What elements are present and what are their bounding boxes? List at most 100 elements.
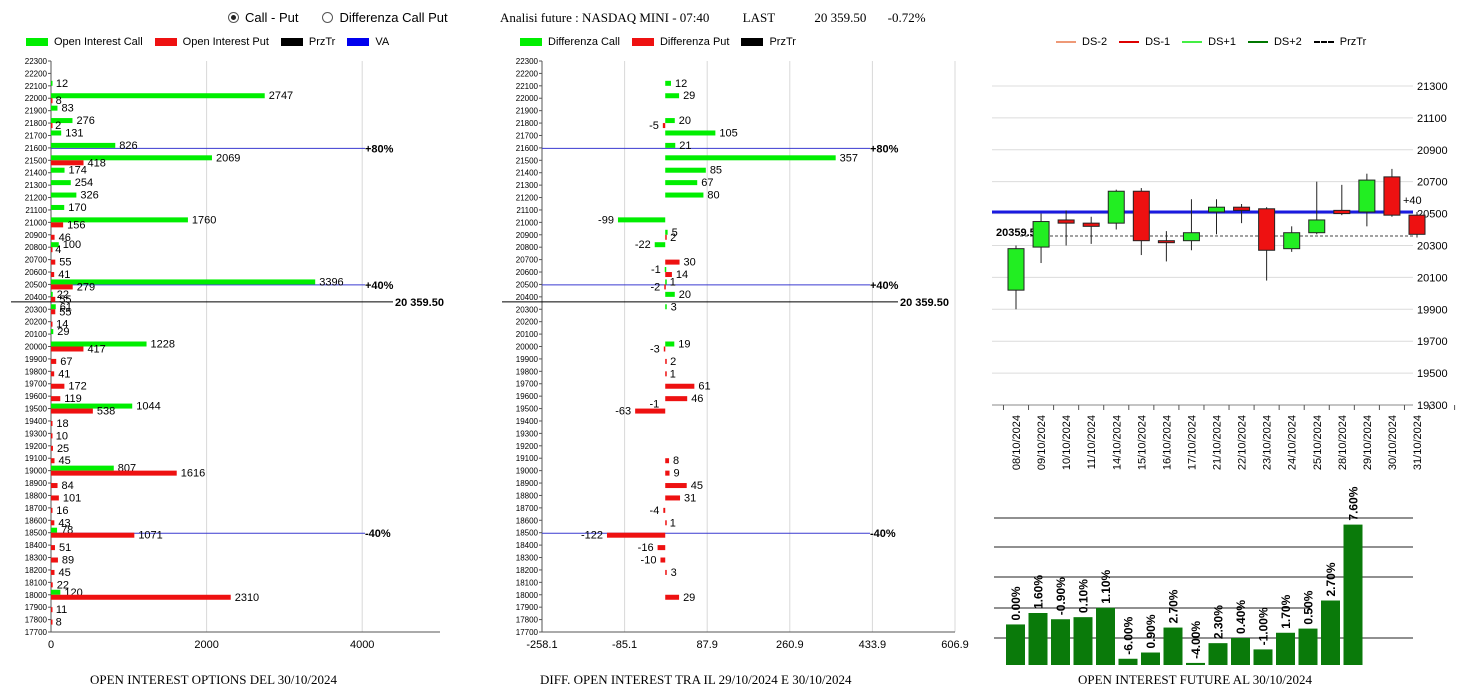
strike-label: 18300 (516, 554, 539, 563)
strike-label: 19600 (25, 392, 48, 401)
put-bar (51, 346, 84, 352)
call-bar (51, 80, 53, 86)
strike-label: 21600 (25, 144, 48, 153)
candle-body (1132, 190, 1150, 242)
strike-label: 19900 (516, 355, 539, 364)
legend-item: Differenza Call (520, 36, 620, 48)
strike-label: 21200 (516, 194, 539, 203)
candle-body (1032, 221, 1050, 248)
header-title: Analisi future : NASDAQ MINI - 07:40 (500, 10, 710, 25)
put-bar (51, 607, 53, 613)
call-bar-label: 5 (672, 227, 678, 239)
put-bar (51, 358, 57, 364)
x-tick-label: 433.9 (859, 639, 887, 651)
call-bar-label: 12 (56, 78, 68, 90)
put-bar (665, 371, 667, 377)
put-bar (665, 272, 672, 278)
strike-label: 18800 (25, 491, 48, 500)
legend-swatch (1247, 41, 1268, 43)
radio-call-put[interactable]: Call - Put (228, 10, 298, 25)
future-bar-label: -4.00% (1189, 621, 1203, 659)
legend-swatch (631, 38, 654, 46)
put-bar (51, 483, 58, 489)
put-bar (51, 619, 53, 625)
legend-swatch (26, 38, 48, 46)
put-bar (51, 383, 65, 389)
radio-diff-dot[interactable] (322, 12, 334, 23)
x-tick-label: 2000 (194, 639, 218, 651)
legend-swatch (280, 38, 303, 46)
radio-call-put-dot[interactable] (228, 12, 239, 23)
legend-item: PrzTr (741, 36, 796, 48)
put-bar-label: 8 (56, 617, 62, 629)
strike-label: 19500 (516, 405, 539, 414)
call-bar-label: -22 (635, 239, 651, 251)
put-bar (665, 234, 667, 240)
future-bar (1028, 613, 1048, 665)
strike-label: 19100 (25, 454, 48, 463)
put-bar-label: 11 (56, 604, 67, 616)
call-bar-label: 2747 (269, 90, 293, 102)
put-bar-label: 84 (62, 480, 74, 492)
put-bar (51, 445, 53, 451)
strike-label: 22100 (516, 82, 539, 91)
x-tick-label: 0 (48, 639, 54, 651)
put-bar-label: 31 (684, 492, 696, 504)
strike-label: 22200 (25, 69, 48, 78)
y-tick-label: 20900 (1417, 145, 1448, 157)
put-bar-label: 1 (670, 517, 676, 529)
candle-body (1007, 248, 1025, 291)
put-bar (51, 569, 55, 575)
strike-label: 21300 (25, 181, 48, 190)
radio-diff-call-put[interactable]: Differenza Call Put (322, 10, 448, 25)
call-bar (51, 180, 71, 186)
strike-label: 17800 (25, 616, 48, 625)
put-bar-label: 101 (63, 492, 81, 504)
call-bar (665, 142, 676, 148)
call-bar (51, 142, 116, 148)
strike-label: 17900 (25, 603, 48, 612)
put-bar (665, 358, 667, 364)
call-bar (665, 130, 716, 136)
x-tick-label: -85.1 (612, 639, 637, 651)
call-bar (51, 329, 54, 335)
level-label: +40% (870, 280, 899, 292)
put-bar (51, 470, 177, 476)
put-bar (663, 346, 666, 352)
legend-item: DS-2 (1056, 36, 1107, 48)
strike-label: 18900 (25, 479, 48, 488)
put-bar-label: -5 (649, 120, 659, 132)
strike-label: 19200 (25, 442, 48, 451)
y-tick-label: 20100 (1417, 272, 1448, 284)
strike-label: 18600 (25, 516, 48, 525)
strike-label: 22000 (516, 94, 539, 103)
call-bar (665, 80, 671, 86)
strike-label: 20800 (25, 243, 48, 252)
strike-label: 19400 (516, 417, 539, 426)
strike-label: 20300 (516, 305, 539, 314)
put-bar-label: 4 (55, 244, 61, 256)
date-label: 25/10/2024 (1312, 415, 1324, 470)
legend-item: DS+1 (1182, 36, 1236, 48)
put-bar (51, 396, 61, 402)
call-bar-label: 29 (683, 90, 695, 102)
put-bar-label: 1071 (138, 530, 162, 542)
call-bar-label: 131 (65, 127, 83, 139)
y-tick-label: 21100 (1417, 113, 1447, 125)
future-bar-label: -1.00% (1257, 607, 1271, 645)
call-bar (665, 341, 675, 347)
strike-label: 19000 (516, 467, 539, 476)
put-bar (51, 123, 53, 129)
future-bar (1118, 658, 1138, 665)
strike-label: 19900 (25, 355, 48, 364)
strike-label: 19800 (25, 367, 48, 376)
strike-label: 18900 (516, 479, 539, 488)
strike-label: 19700 (516, 380, 539, 389)
legend-swatch (520, 38, 542, 46)
call-bar-label: 29 (57, 326, 69, 338)
header-change: -0.72% (887, 10, 926, 25)
date-label: 14/10/2024 (1111, 415, 1123, 470)
strike-label: 18400 (25, 541, 48, 550)
strike-label: 22300 (516, 57, 539, 66)
strike-label: 21400 (25, 169, 48, 178)
